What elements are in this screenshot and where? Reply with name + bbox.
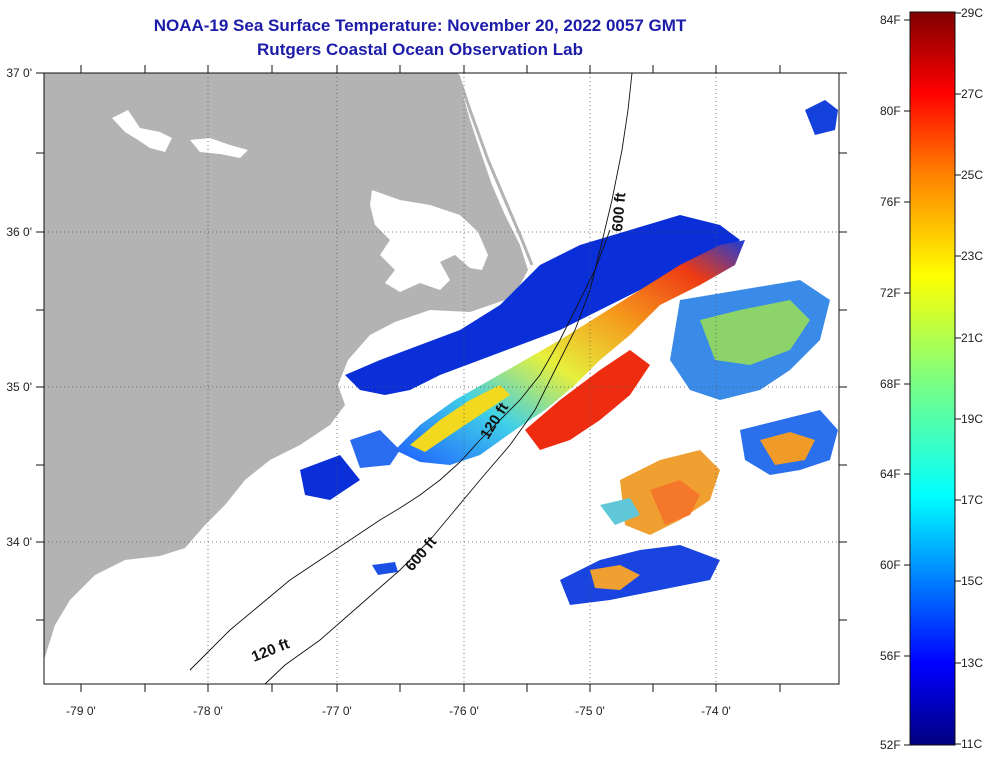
colorbar-c-15: 15C [961,574,983,588]
colorbar-f-52: 52F [880,738,901,752]
colorbar-c-19: 19C [961,412,983,426]
colorbar-ticks [904,12,961,746]
map-grid [44,73,839,684]
lon-label-75: -75 0' [575,704,605,718]
lon-label-78: -78 0' [193,704,223,718]
colorbar-f-64: 64F [880,467,901,481]
colorbar-f-80: 80F [880,104,901,118]
colorbar-c-11: 11C [961,737,982,751]
pamlico-sound [370,190,488,292]
colorbar-c-23: 23C [961,249,983,263]
colorbar [909,11,956,746]
contour-label-600ft-north: 600 ft [609,192,629,233]
map-subtitle: Rutgers Coastal Ocean Observation Lab [257,40,583,59]
lon-label-74: -74 0' [701,704,731,718]
lon-label-79: -79 0' [66,704,96,718]
map-title: NOAA-19 Sea Surface Temperature: Novembe… [153,16,687,35]
axis-ticks [36,65,847,692]
colorbar-c-13: 13C [961,656,983,670]
colorbar-c-21: 21C [961,331,983,345]
colorbar-c-17: 17C [961,493,983,507]
lat-label-35: 35 0' [6,380,32,394]
lat-label-34: 34 0' [6,535,32,549]
lat-label-37: 37 0' [6,66,32,80]
colorbar-f-84: 84F [880,13,901,27]
colorbar-c-27: 27C [961,87,983,101]
colorbar-f-60: 60F [880,558,901,572]
outer-banks [456,74,534,266]
lon-label-77: -77 0' [322,704,352,718]
colorbar-c-25: 25C [961,168,983,182]
lat-label-36: 36 0' [6,225,32,239]
map-border [43,72,840,685]
lon-label-76: -76 0' [449,704,479,718]
chowan-inlet [190,138,248,158]
bathymetry-contours [189,72,633,685]
colorbar-f-56: 56F [880,649,901,663]
albemarle-inlet [112,110,172,152]
colorbar-f-76: 76F [880,195,901,209]
colorbar-c-29: 29C [961,6,983,20]
sst-data-layer [300,100,838,605]
colorbar-f-68: 68F [880,377,901,391]
colorbar-f-72: 72F [880,286,901,300]
